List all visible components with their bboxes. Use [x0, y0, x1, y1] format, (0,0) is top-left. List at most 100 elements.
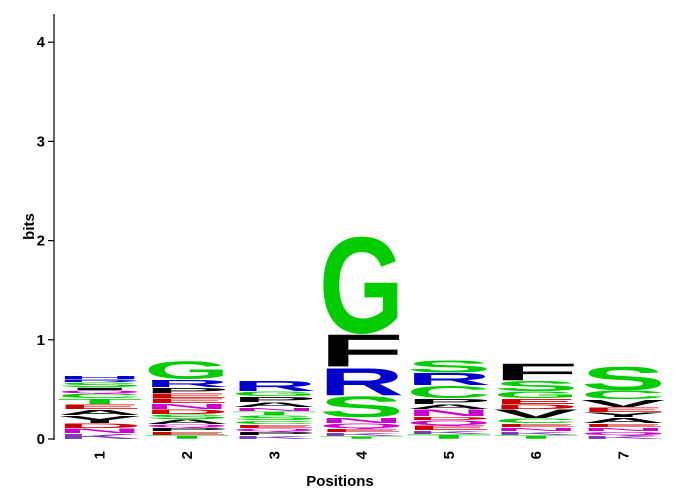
logo-letter-n: N — [232, 407, 317, 412]
logo-letter-g: G — [319, 209, 404, 363]
logo-letter-p: P — [406, 397, 491, 405]
y-ticks: 0 1 2 3 4 — [37, 34, 54, 448]
logo-letter-r: R — [232, 378, 317, 394]
logo-letter-s: S — [232, 414, 317, 421]
logo-letter-n: N — [144, 402, 229, 410]
x-tick-label: 2 — [179, 451, 196, 459]
logo-letter-g: G — [494, 390, 579, 400]
logo-letter-n: N — [581, 426, 666, 431]
logo-letter-e: E — [144, 393, 229, 400]
x-tick-label: 1 — [92, 451, 109, 459]
logo-letter-s: S — [581, 360, 666, 398]
logo-letter-t: T — [144, 434, 229, 439]
logo-letter-k: K — [232, 434, 317, 439]
logo-letter-e: E — [494, 397, 579, 405]
logo-letter-t: T — [57, 397, 142, 405]
logo-letter-n: N — [494, 426, 579, 431]
logo-letter-h: H — [57, 375, 142, 380]
logo-letter-k: K — [57, 432, 142, 440]
logo-letter-k: K — [494, 430, 579, 435]
logo-letter-p: P — [232, 431, 317, 436]
logo-letter-e: E — [581, 406, 666, 413]
logo-letter-r: R — [319, 360, 404, 404]
y-tick-label: 1 — [37, 332, 45, 349]
logo-letter-e: E — [319, 428, 404, 433]
logo-letter-d: D — [57, 422, 142, 429]
logo-letter-r: R — [406, 370, 491, 389]
logo-letter-e: E — [581, 423, 666, 428]
logo-letter-e: E — [144, 431, 229, 436]
logo-letter-n: N — [406, 408, 491, 418]
logo-letter-e: E — [406, 424, 491, 431]
logo-letter-d: D — [494, 403, 579, 410]
logo-letter-q: Q — [406, 419, 491, 426]
letter-stacks: KNDYAETCQISRHTEPQASDNEEPRGKPQECSTNAPGRTK… — [57, 209, 666, 441]
logo-letter-t: T — [406, 433, 491, 440]
logo-letter-a: A — [581, 416, 666, 424]
logo-letter-p: P — [232, 395, 317, 403]
logo-letter-f: F — [319, 325, 404, 376]
logo-letter-y: Y — [581, 411, 666, 418]
y-tick-label: 3 — [37, 133, 45, 150]
x-tick-label: 4 — [354, 450, 371, 459]
logo-letter-n: N — [57, 427, 142, 434]
x-tick-label: 5 — [441, 451, 458, 459]
logo-letter-p: P — [144, 386, 229, 394]
y-tick-label: 0 — [37, 431, 45, 448]
logo-letter-e: E — [144, 398, 229, 405]
y-tick-label: 2 — [37, 233, 45, 250]
logo-letter-k: K — [581, 434, 666, 439]
logo-letter-q: Q — [232, 428, 317, 432]
logo-letter-c: C — [406, 383, 491, 402]
logo-letter-t: T — [319, 436, 404, 440]
logo-letter-a: A — [144, 418, 229, 425]
logo-letter-s: S — [319, 390, 404, 423]
logo-letter-g: G — [144, 356, 229, 384]
logo-letter-q: Q — [57, 390, 142, 394]
logo-letter-p: P — [144, 427, 229, 432]
logo-letter-k: K — [319, 431, 404, 436]
x-ticks: 1 2 3 4 5 6 7 — [92, 450, 633, 459]
logo-letter-n: N — [319, 416, 404, 424]
logo-letter-s: S — [144, 413, 229, 420]
y-tick-label: 4 — [37, 34, 46, 51]
logo-letter-g: G — [232, 391, 317, 398]
logo-letter-r: R — [144, 378, 229, 390]
logo-letter-e: E — [232, 424, 317, 429]
logo-letter-t: T — [494, 434, 579, 439]
logo-letter-e: E — [57, 403, 142, 410]
logo-letter-a: A — [232, 401, 317, 408]
logo-letter-c: C — [57, 392, 142, 399]
logo-letter-y: Y — [57, 414, 142, 425]
x-axis-title: Positions — [306, 473, 374, 490]
x-tick-label: 6 — [528, 451, 545, 459]
x-tick-label: 3 — [266, 451, 283, 459]
logo-letter-c: C — [232, 420, 317, 425]
logo-letter-i: I — [57, 387, 142, 391]
logo-letter-t: T — [232, 411, 317, 416]
logo-letter-d: D — [406, 416, 491, 421]
logo-letter-s: S — [57, 382, 142, 389]
logo-letter-r: R — [57, 379, 142, 383]
logo-letter-q: Q — [581, 431, 666, 436]
logo-letter-f: F — [494, 359, 579, 386]
logo-letter-c: C — [581, 389, 666, 402]
logo-letter-a: A — [57, 408, 142, 416]
logo-letter-d: D — [144, 408, 229, 415]
x-tick-label: 7 — [615, 451, 632, 459]
logo-letter-k: K — [406, 429, 491, 434]
y-axis-title: bits — [21, 213, 38, 240]
logo-letter-s: S — [406, 357, 491, 376]
logo-letter-q: Q — [144, 424, 229, 428]
logo-letter-q: Q — [319, 422, 404, 429]
logo-letter-e: E — [494, 423, 579, 428]
logo-letter-v: V — [494, 408, 579, 421]
